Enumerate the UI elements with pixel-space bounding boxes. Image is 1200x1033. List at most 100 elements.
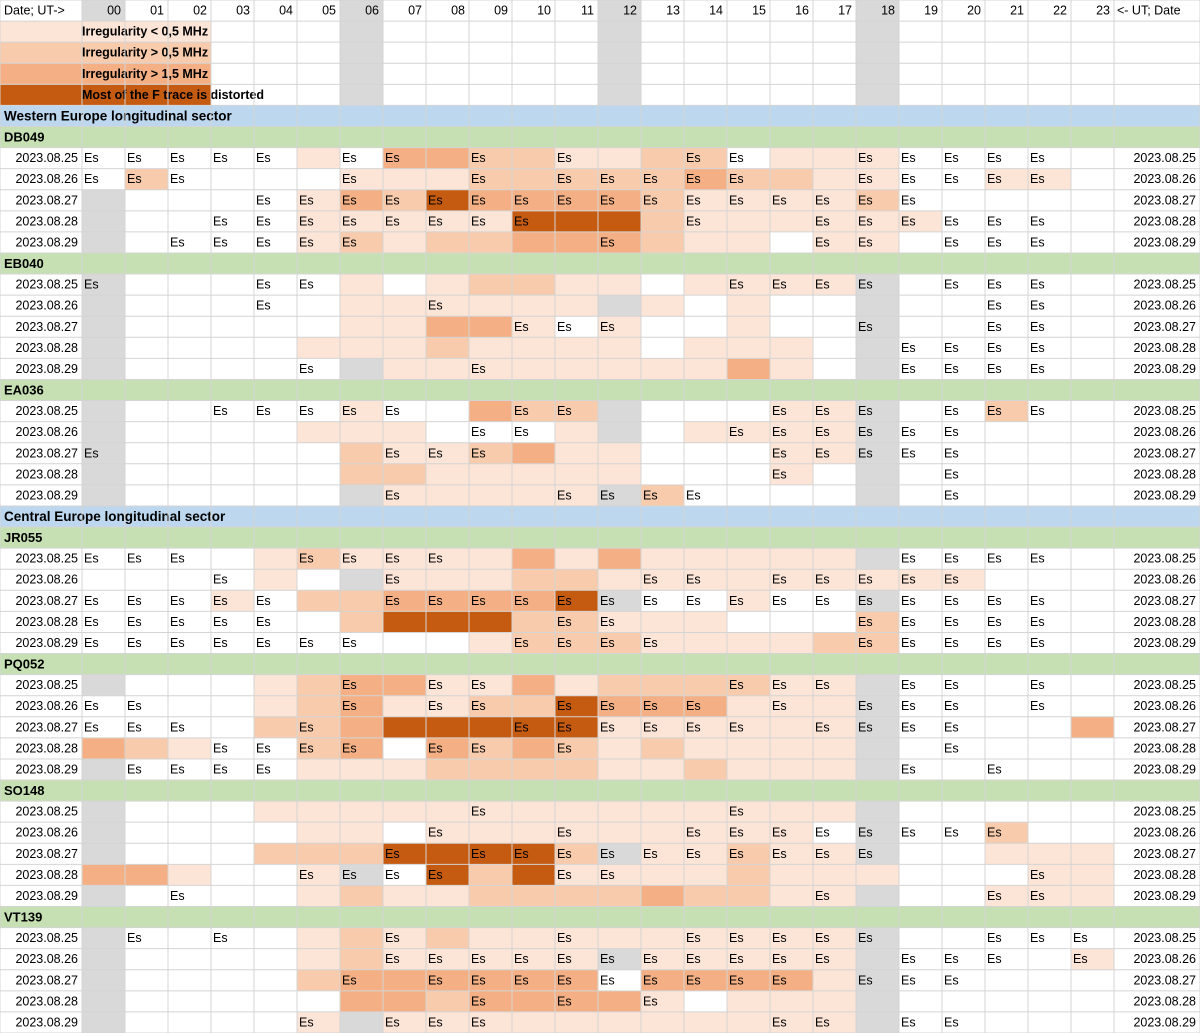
cell-level	[598, 716, 641, 738]
es-marker: Es	[213, 404, 228, 418]
header-left-label: Date; UT->	[4, 4, 65, 18]
es-marker: Es	[772, 847, 787, 861]
cell-level	[426, 864, 469, 886]
es-marker: Es	[557, 868, 572, 882]
cell-level	[254, 421, 297, 443]
es-marker: Es	[471, 952, 486, 966]
cell-level	[555, 463, 598, 485]
es-marker: Es	[428, 826, 443, 840]
es-marker: Es	[815, 678, 830, 692]
cell-level	[1071, 210, 1114, 232]
cell-level	[899, 569, 942, 591]
row-date-left: 2023.08.25	[15, 931, 78, 945]
cell-level	[82, 695, 125, 717]
cell-level	[82, 147, 125, 169]
cell-level	[985, 358, 1028, 380]
es-marker: Es	[600, 235, 615, 249]
cell-level	[770, 864, 813, 886]
cell-level	[125, 801, 168, 823]
cell-level	[82, 611, 125, 633]
cell-level	[856, 843, 899, 865]
cell-level	[297, 400, 340, 422]
es-marker: Es	[385, 193, 400, 207]
es-marker: Es	[815, 826, 830, 840]
sector-title: Central Europe longitudinal sector	[4, 509, 226, 524]
cell-level	[125, 210, 168, 232]
cell-level	[125, 274, 168, 296]
row-date-right: 2023.08.27	[1133, 847, 1196, 861]
es-marker: Es	[815, 889, 830, 903]
cell-level	[813, 990, 856, 1012]
es-marker: Es	[944, 741, 959, 755]
hour-label-23: 23	[1096, 4, 1110, 18]
cell-level	[340, 990, 383, 1012]
row-date-right: 2023.08.29	[1133, 235, 1196, 249]
cell-level	[813, 611, 856, 633]
hour-label-08: 08	[451, 4, 465, 18]
cell-level	[899, 990, 942, 1012]
cell-level	[727, 400, 770, 422]
es-marker: Es	[342, 678, 357, 692]
cell-level	[254, 990, 297, 1012]
cell-level	[727, 737, 770, 759]
cell-level	[598, 864, 641, 886]
cell-level	[426, 1011, 469, 1033]
es-marker: Es	[1030, 172, 1045, 186]
es-marker: Es	[299, 193, 314, 207]
cell-level	[340, 337, 383, 359]
cell-level	[469, 927, 512, 949]
cell-level	[727, 695, 770, 717]
cell-level	[899, 969, 942, 991]
cell-level	[82, 484, 125, 506]
cell-level	[813, 442, 856, 464]
cell-level	[469, 463, 512, 485]
es-marker: Es	[901, 341, 916, 355]
cell-level	[942, 421, 985, 443]
cell-level	[82, 590, 125, 612]
cell-level	[297, 1011, 340, 1033]
es-marker: Es	[772, 826, 787, 840]
cell-level	[1028, 548, 1071, 570]
cell-level	[297, 864, 340, 886]
es-marker: Es	[944, 341, 959, 355]
cell-level	[1071, 927, 1114, 949]
cell-level	[770, 737, 813, 759]
cell-level	[770, 822, 813, 844]
es-marker: Es	[385, 573, 400, 587]
cell-level	[1071, 400, 1114, 422]
cell-level	[942, 569, 985, 591]
es-marker: Es	[256, 214, 271, 228]
es-marker: Es	[84, 594, 99, 608]
cell-level	[641, 569, 684, 591]
cell-level	[426, 716, 469, 738]
cell-level	[254, 316, 297, 338]
cell-level	[985, 695, 1028, 717]
es-marker: Es	[858, 446, 873, 460]
es-marker: Es	[944, 151, 959, 165]
cell-level	[1071, 316, 1114, 338]
cell-level	[598, 969, 641, 991]
cell-level	[555, 948, 598, 970]
cell-level	[1028, 674, 1071, 696]
row-date-left: 2023.08.28	[15, 341, 78, 355]
cell-level	[856, 484, 899, 506]
cell-level	[856, 737, 899, 759]
row-date-right: 2023.08.26	[1133, 172, 1196, 186]
es-marker: Es	[901, 973, 916, 987]
cell-level	[82, 1011, 125, 1033]
es-marker: Es	[557, 172, 572, 186]
es-marker: Es	[471, 678, 486, 692]
cell-level	[641, 695, 684, 717]
cell-level	[856, 358, 899, 380]
cell-level	[211, 168, 254, 190]
cell-level	[469, 758, 512, 781]
es-marker: Es	[944, 172, 959, 186]
cell-level	[899, 695, 942, 717]
row-date-right: 2023.08.25	[1133, 404, 1196, 418]
cell-level	[512, 674, 555, 696]
cell-level	[899, 674, 942, 696]
cell-level	[383, 948, 426, 970]
es-marker: Es	[944, 488, 959, 502]
cell-level	[942, 358, 985, 380]
es-marker: Es	[987, 235, 1002, 249]
